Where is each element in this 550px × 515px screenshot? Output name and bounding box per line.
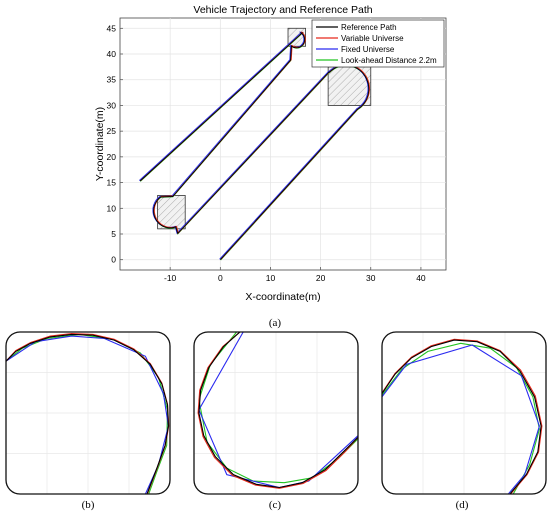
panel-border (5, 331, 171, 495)
y-tick-label: 30 (107, 100, 117, 110)
caption-a: (a) (269, 317, 282, 329)
x-tick-label: 20 (316, 273, 326, 283)
caption-c: (c) (269, 499, 282, 511)
y-tick-label: 10 (107, 203, 117, 213)
legend-box (311, 19, 445, 68)
panel-red-line (382, 338, 543, 494)
y-tick-label: 40 (107, 49, 117, 59)
main-chart: -10 0 10 20 30 40 0 5 10 15 20 25 30 35 40 45 Vehicle … (94, 4, 447, 303)
panel-blue-line (198, 332, 358, 489)
panel-blue-line (6, 335, 169, 494)
zoom-boxes (157, 27, 372, 230)
panel-green-line (198, 332, 358, 484)
y-tick-label: 25 (107, 126, 117, 136)
y-tick-label: 20 (107, 152, 117, 162)
caption-d: (d) (456, 499, 469, 511)
zoom-box (157, 195, 186, 230)
x-tick-label: 40 (416, 273, 426, 283)
zoom-panel-d (381, 331, 547, 495)
panel-black-line (382, 339, 542, 494)
x-tick-label: 30 (366, 273, 376, 283)
panel-green-line (382, 342, 540, 494)
x-tick-label: 0 (218, 273, 223, 283)
legend-label-reference: Reference Path (341, 23, 397, 32)
y-tick-label: 0 (111, 255, 116, 265)
legend-label-fixed: Fixed Universe (341, 45, 395, 54)
panel-blue-line (382, 344, 540, 494)
trajectory-lines (138, 31, 370, 261)
panel-border (193, 331, 359, 495)
chart-title: Vehicle Trajectory and Reference Path (193, 4, 372, 16)
x-tick-label: 10 (266, 273, 276, 283)
legend-label-variable: Variable Universe (341, 34, 404, 43)
y-axis-ticks: 0 5 10 15 20 25 30 35 40 45 (107, 23, 123, 265)
x-axis-label: X-coordinate(m) (245, 291, 320, 303)
y-axis-label: Y-coordinate(m) (94, 107, 106, 181)
x-tick-label: -10 (164, 273, 177, 283)
panel-black-line (198, 332, 358, 489)
y-tick-label: 35 (107, 75, 117, 85)
zoom-box (327, 66, 372, 106)
panel-border (381, 331, 547, 495)
legend: Reference Path Variable Universe Fixed U… (311, 19, 445, 68)
zoom-panel-c (193, 331, 359, 495)
panel-red-line (197, 332, 358, 489)
caption-b: (b) (82, 499, 95, 511)
legend-label-lookahead: Look-ahead Distance 2.2m (341, 56, 437, 65)
zoom-panel-b (5, 331, 171, 495)
y-tick-label: 45 (107, 23, 117, 33)
panel-black-line (6, 333, 169, 494)
y-tick-label: 15 (107, 178, 117, 188)
y-tick-label: 5 (111, 229, 116, 239)
reference-path-line (139, 32, 370, 261)
x-axis-ticks: -10 0 10 20 30 40 (164, 267, 426, 283)
